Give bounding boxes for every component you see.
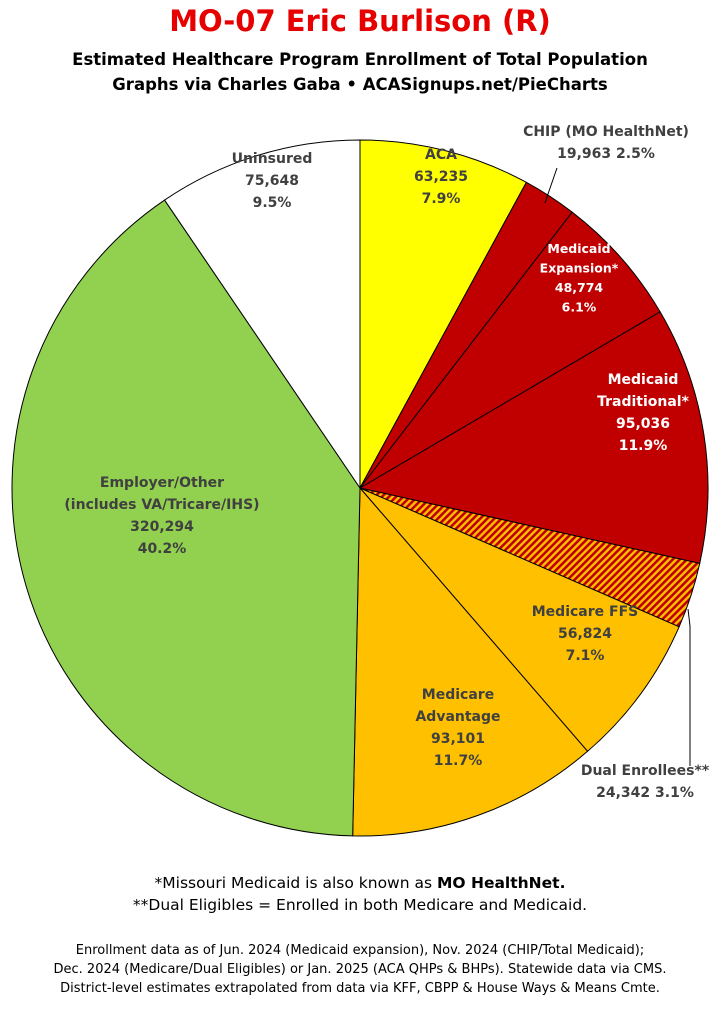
- footnote-medicaid: *Missouri Medicaid is also known as MO H…: [0, 874, 720, 892]
- leader-line: [687, 608, 691, 766]
- footnote-dual-eligibles: **Dual Eligibles = Enrolled in both Medi…: [132, 896, 588, 914]
- footnote-medicaid-bold: MO HealthNet.: [436, 874, 566, 892]
- slice-label: Employer/Other (includes VA/Tricare/IHS) 3…: [64, 475, 259, 557]
- slice-label: CHIP (MO HealthNet) 19,963 2.5%: [523, 124, 689, 162]
- leader-line: [544, 167, 558, 204]
- slice-label: Uninsured 75,648 9.5%: [232, 151, 313, 211]
- slice-label: Medicare FFS 56,824 7.1%: [532, 604, 638, 664]
- slice-label: ACA 63,235 7.9%: [414, 147, 468, 207]
- chart-subtitle: Estimated Healthcare Program Enrollment …: [72, 50, 648, 69]
- pie-slice-medicare-ffs: [359, 487, 680, 752]
- slice-label: Medicaid Expansion* 48,774 6.1%: [540, 241, 619, 314]
- footnote-medicaid-text: *Missouri Medicaid is also known as: [154, 874, 437, 892]
- source-line-2: Dec. 2024 (Medicare/Dual Eligibles) or J…: [53, 962, 667, 977]
- pie-slice-employer-other-includes-va-tricare-ihs: [11, 199, 361, 837]
- chart-title: MO-07 Eric Burlison (R): [169, 4, 551, 38]
- slice-label: Medicaid Traditional* 95,036 11.9%: [597, 372, 690, 454]
- pie-slice-medicare-advantage: [352, 487, 589, 837]
- source-line-1: Enrollment data as of Jun. 2024 (Medicai…: [75, 943, 645, 958]
- pie-slices: [11, 139, 709, 837]
- slice-label: Dual Enrollees** 24,342 3.1%: [581, 763, 710, 801]
- chart-credit: Graphs via Charles Gaba • ACASignups.net…: [112, 75, 608, 94]
- slice-labels: ACA 63,235 7.9% CHIP (MO HealthNet) 19,963 2…: [64, 124, 709, 801]
- pie-slice-medicaid-expansion: [359, 211, 661, 489]
- pie-slice-uninsured: [164, 139, 361, 489]
- pie-slice-medicaid-traditional: [359, 311, 709, 564]
- pie-slice-aca: [359, 139, 527, 489]
- slice-label: Medicare Advantage 93,101 11.7%: [415, 687, 500, 769]
- leader-lines: [544, 167, 691, 766]
- source-line-3: District-level estimates extrapolated fr…: [60, 981, 660, 996]
